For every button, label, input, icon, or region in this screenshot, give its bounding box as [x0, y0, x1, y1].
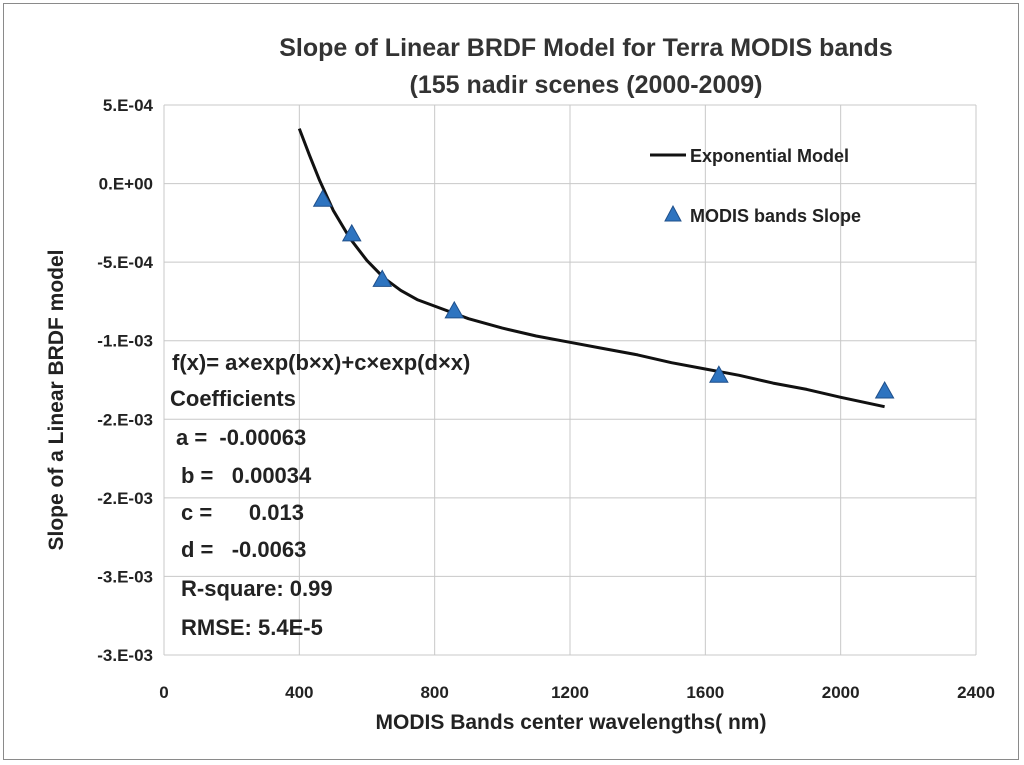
y-tick-label: -2.E-03	[97, 410, 153, 429]
modis-band-slope-point	[444, 300, 465, 319]
y-tick-label: -2.E-03	[97, 489, 153, 508]
modis-band-slope-point	[372, 269, 393, 287]
x-axis-label: MODIS Bands center wavelengths( nm)	[376, 711, 767, 734]
annotation-coefficient-d: d = -0.0063	[181, 537, 306, 562]
annotation-r-square: R-square: 0.99	[181, 576, 333, 601]
y-tick-label: -3.E-03	[97, 646, 153, 665]
y-axis-label: Slope of a Linear BRDF model	[45, 249, 68, 550]
modis-band-slope-point	[341, 223, 362, 242]
y-tick-label: -1.E-03	[97, 332, 153, 351]
x-tick-label: 2000	[822, 683, 860, 702]
series-layer	[297, 128, 895, 409]
legend-label-modis-bands-slope: MODIS bands Slope	[690, 206, 861, 226]
y-tick-label: -5.E-04	[97, 253, 153, 272]
annotation-coefficient-a: a = -0.00063	[176, 425, 306, 450]
chart-title-line2: (155 nadir scenes (2000-2009)	[410, 71, 763, 99]
y-tick-label: 5.E-04	[103, 96, 154, 115]
chart-frame: Slope of Linear BRDF Model for Terra MOD…	[3, 3, 1019, 760]
annotation-coefficient-b: b = 0.00034	[181, 463, 312, 488]
modis-band-slope-point	[874, 380, 895, 399]
legend: Exponential Model MODIS bands Slope	[650, 146, 861, 226]
x-tick-label: 1600	[686, 683, 724, 702]
annotation-coefficient-c: c = 0.013	[181, 500, 304, 525]
tick-labels: 0 400 800 1200 1600 2000 2400 5.E-04 0.E+00 -5.E-…	[97, 96, 995, 702]
x-tick-label: 0	[159, 683, 168, 702]
fit-annotation: f(x)= a×exp(b×x)+c×exp(d×x) Coefficients…	[170, 350, 470, 640]
y-tick-label: -3.E-03	[97, 567, 153, 586]
x-tick-label: 2400	[957, 683, 995, 702]
y-tick-label: 0.E+00	[99, 175, 153, 194]
x-tick-label: 800	[420, 683, 448, 702]
annotation-coefficients-heading: Coefficients	[170, 386, 296, 411]
modis-band-slope-point	[709, 365, 729, 383]
modis-band-slope-point	[312, 189, 333, 207]
chart-title-line1: Slope of Linear BRDF Model for Terra MOD…	[279, 34, 892, 62]
annotation-rmse: RMSE: 5.4E-5	[181, 615, 323, 640]
gridlines	[163, 104, 977, 656]
legend-triangle-swatch	[664, 204, 682, 222]
annotation-formula: f(x)= a×exp(b×x)+c×exp(d×x)	[172, 350, 470, 375]
x-tick-label: 1200	[551, 683, 589, 702]
x-tick-label: 400	[285, 683, 313, 702]
legend-label-exponential-model: Exponential Model	[690, 146, 849, 166]
chart: Slope of Linear BRDF Model for Terra MOD…	[45, 34, 995, 734]
